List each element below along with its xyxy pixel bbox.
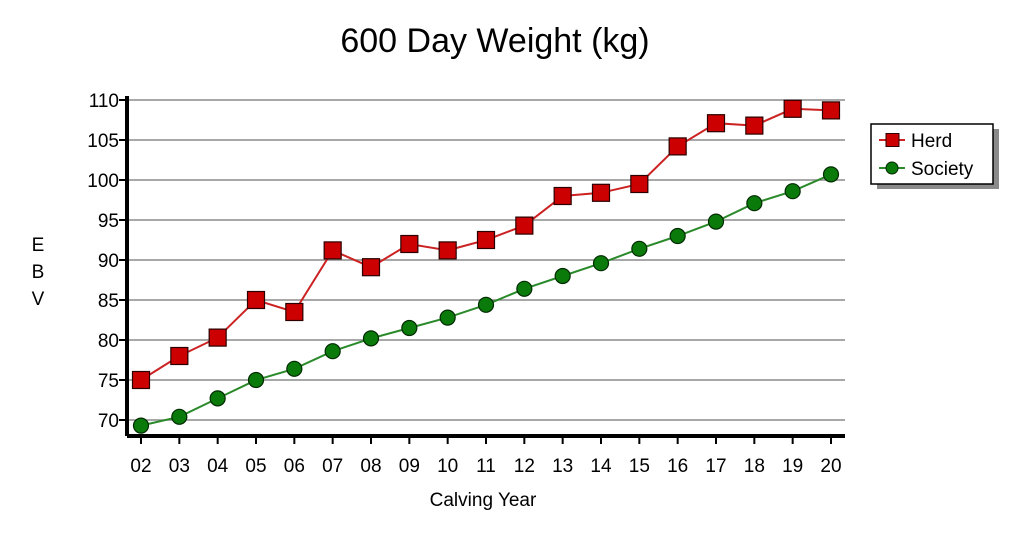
- x-tick-label: 06: [284, 456, 305, 477]
- x-tick-label: 19: [782, 456, 803, 477]
- data-point: [286, 360, 303, 377]
- data-point: [324, 343, 341, 360]
- x-tick-label: 20: [820, 456, 841, 477]
- data-point: [285, 302, 304, 322]
- data-point: [247, 371, 265, 389]
- x-tick-label: 10: [437, 456, 458, 477]
- x-tick-label: 09: [399, 456, 420, 477]
- data-point: [668, 137, 687, 156]
- data-point: [591, 183, 611, 202]
- y-tick-label: 100: [87, 171, 119, 192]
- x-tick-label: 14: [590, 456, 612, 477]
- y-tick-label: 70: [98, 411, 119, 432]
- x-tick-label: 07: [322, 456, 343, 477]
- data-point: [592, 255, 610, 272]
- data-point: [553, 186, 572, 206]
- legend-label: Society: [911, 159, 974, 180]
- y-axis-title-letter: V: [32, 289, 45, 310]
- data-point: [476, 230, 496, 250]
- data-point: [477, 296, 495, 313]
- data-point: [746, 195, 763, 212]
- data-point: [208, 328, 227, 347]
- legend: Herd Society: [870, 123, 999, 189]
- data-point: [439, 309, 456, 326]
- data-point: [631, 240, 648, 257]
- data-point: [323, 241, 342, 260]
- data-point: [209, 390, 226, 407]
- data-point: [554, 267, 571, 285]
- y-tick-label: 110: [89, 91, 119, 112]
- y-tick-label: 85: [98, 291, 119, 312]
- y-tick-label: 80: [98, 331, 119, 352]
- data-point: [438, 241, 457, 260]
- data-point: [170, 346, 189, 366]
- grid-layer: [127, 99, 845, 421]
- data-point: [822, 166, 840, 183]
- data-point: [132, 417, 150, 434]
- data-point: [630, 174, 649, 194]
- legend-item-herd: Herd: [879, 131, 952, 152]
- data-point: [246, 290, 266, 310]
- data-point: [362, 330, 380, 347]
- x-tick-label: 05: [245, 456, 266, 477]
- x-tick-label: 12: [514, 456, 535, 477]
- data-point: [669, 227, 686, 245]
- x-tick-label: 08: [360, 456, 381, 477]
- y-axis-title-letter: B: [32, 262, 45, 283]
- data-point: [706, 114, 726, 133]
- data-point: [515, 216, 534, 235]
- series-layer: [131, 99, 841, 434]
- x-axis-title: Calving Year: [430, 490, 537, 511]
- y-axis-title-letter: E: [32, 235, 45, 256]
- legend-marker: [885, 133, 900, 147]
- data-point: [784, 183, 801, 200]
- x-tick-label: 16: [667, 456, 688, 477]
- y-axis-title: EBV: [32, 235, 45, 310]
- data-point: [361, 258, 381, 277]
- data-point: [171, 408, 188, 425]
- x-tick-label: 03: [169, 456, 190, 477]
- y-tick-label: 95: [98, 211, 119, 232]
- axis-layer: 70 75 80 85 90 95 100 105 110 02 03 04 05 06 07 08 09 10 1…: [87, 91, 845, 477]
- legend-item-society: Society: [879, 159, 974, 180]
- y-tick-label: 90: [98, 251, 119, 272]
- y-tick-label: 105: [87, 131, 119, 152]
- series-herd: [131, 99, 841, 390]
- data-point: [707, 213, 725, 230]
- data-point: [516, 280, 533, 297]
- x-tick-label: 02: [130, 456, 151, 477]
- x-tick-label: 11: [476, 456, 496, 477]
- data-point: [821, 101, 841, 120]
- x-tick-label: 18: [744, 456, 765, 477]
- x-tick-label: 04: [207, 456, 229, 477]
- x-tick-label: 15: [629, 456, 650, 477]
- data-point: [745, 116, 764, 135]
- data-point: [783, 99, 802, 118]
- legend-marker: [885, 161, 899, 175]
- chart-title: 600 Day Weight (kg): [340, 22, 649, 60]
- data-point: [401, 319, 418, 337]
- legend-label: Herd: [911, 131, 952, 152]
- x-tick-label: 13: [552, 456, 573, 477]
- data-point: [131, 370, 151, 390]
- y-tick-label: 75: [98, 371, 119, 392]
- data-point: [400, 234, 419, 254]
- series-society: [132, 166, 840, 434]
- x-tick-label: 17: [705, 456, 726, 477]
